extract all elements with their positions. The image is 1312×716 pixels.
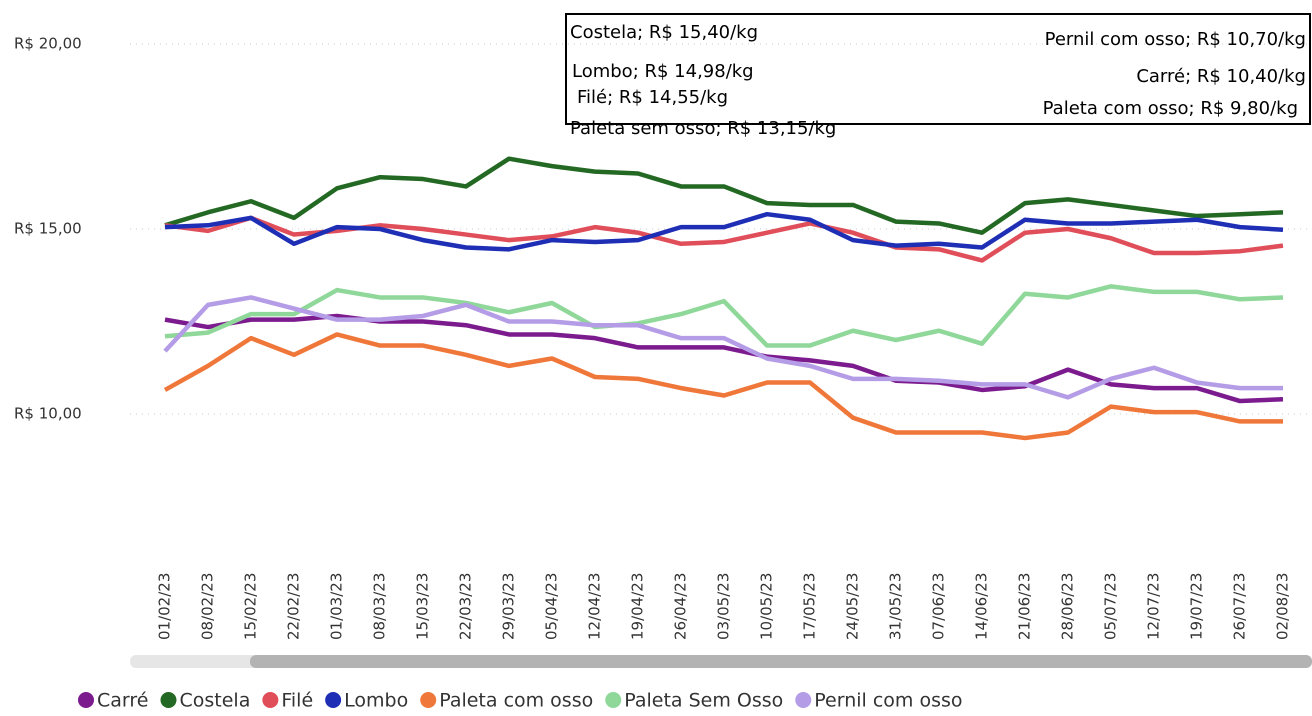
- x-tick-label: 03/05/23: [715, 573, 733, 640]
- y-tick-label: R$ 20,00: [14, 35, 82, 53]
- annotation: Lombo; R$ 14,98/kg: [572, 61, 754, 82]
- x-tick-label: 08/03/23: [371, 573, 389, 640]
- legend-marker: [325, 692, 342, 708]
- series-line: [163, 332, 1283, 441]
- legend-marker: [420, 692, 437, 708]
- annotation: Paleta sem osso; R$ 13,15/kg: [570, 118, 836, 139]
- legend-label: Carré: [97, 690, 148, 712]
- legend-marker: [605, 692, 622, 708]
- x-tick-label: 07/06/23: [930, 573, 948, 640]
- series-line: [164, 284, 1284, 348]
- x-tick-label: 31/05/23: [887, 573, 905, 640]
- legend-label: Paleta com osso: [439, 690, 593, 712]
- x-tick-label: 15/03/23: [414, 573, 432, 640]
- x-tick-label: 15/02/23: [242, 573, 260, 640]
- legend-marker: [160, 692, 177, 708]
- legend-label: Pernil com osso: [814, 690, 962, 712]
- x-tick-label: 12/04/23: [586, 573, 604, 640]
- x-tick-label: 19/04/23: [629, 573, 647, 640]
- annotation: Filé; R$ 14,55/kg: [577, 87, 728, 108]
- annotation-box: [565, 13, 1311, 125]
- y-tick-label: R$ 15,00: [14, 220, 82, 238]
- legend-marker: [262, 692, 279, 708]
- legend-label: Costela: [179, 690, 250, 712]
- x-tick-label: 05/07/23: [1102, 573, 1120, 640]
- x-tick-label: 10/05/23: [758, 573, 776, 640]
- series-line: [164, 211, 1284, 252]
- y-tick-label: R$ 10,00: [14, 405, 82, 423]
- x-tick-label: 08/02/23: [199, 573, 217, 640]
- x-tick-label: 21/06/23: [1016, 573, 1034, 640]
- annotation: Carré; R$ 10,40/kg: [1136, 66, 1306, 87]
- legend-label: Lombo: [344, 690, 408, 712]
- x-tick-label: 22/03/23: [457, 573, 475, 640]
- series-line: [163, 295, 1283, 400]
- x-tick-label: 28/06/23: [1059, 573, 1077, 640]
- x-tick-label: 01/03/23: [328, 573, 346, 640]
- x-tick-label: 05/04/23: [543, 573, 561, 640]
- x-tick-label: 12/07/23: [1145, 573, 1163, 640]
- x-tick-label: 19/07/23: [1188, 573, 1206, 640]
- legend-marker: [78, 692, 94, 708]
- legend-label: Paleta Sem Osso: [624, 690, 783, 712]
- x-tick-label: 24/05/23: [844, 573, 862, 640]
- legend-label: Filé: [281, 690, 313, 712]
- x-tick-label: 14/06/23: [973, 573, 991, 640]
- series-line: [164, 156, 1284, 235]
- annotation: Costela; R$ 15,40/kg: [570, 22, 758, 43]
- x-tick-label: 02/08/23: [1274, 573, 1292, 640]
- x-tick-label: 29/03/23: [500, 573, 518, 640]
- x-tick-label: 26/07/23: [1231, 573, 1249, 640]
- annotation: Pernil com osso; R$ 10,70/kg: [1045, 29, 1306, 50]
- x-tick-label: 01/02/23: [156, 573, 174, 640]
- annotation: Paleta com osso; R$ 9,80/kg: [1043, 98, 1298, 119]
- x-tick-label: 22/02/23: [285, 573, 303, 640]
- x-tick-label: 26/04/23: [672, 573, 690, 640]
- scrollbar-thumb[interactable]: [250, 655, 1312, 668]
- x-tick-label: 17/05/23: [801, 573, 819, 640]
- legend-marker: [795, 692, 812, 708]
